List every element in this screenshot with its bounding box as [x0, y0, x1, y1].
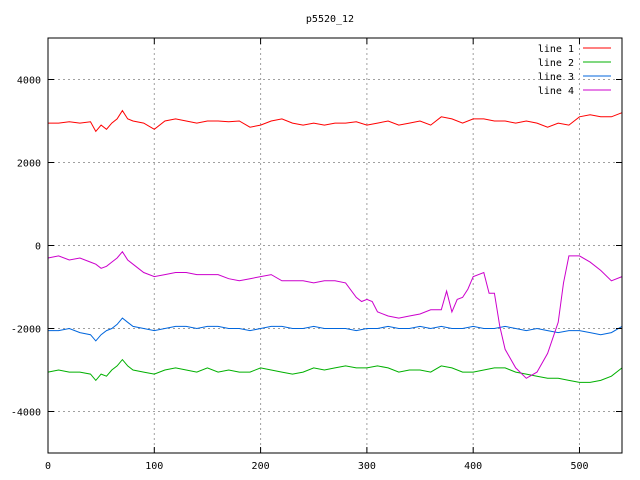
legend: line 1 line 2 line 3 line 4	[538, 44, 611, 97]
chart-title: p5520_12	[306, 14, 354, 25]
series-line-3	[48, 317, 623, 342]
legend-label-2: line 2	[538, 58, 574, 69]
x-tick-label: 400	[464, 461, 482, 472]
legend-label-1: line 1	[538, 44, 574, 55]
series-line-4	[47, 250, 623, 379]
legend-label-3: line 3	[538, 72, 574, 83]
y-tick-label: -4000	[11, 408, 41, 419]
y-tick-label: 4000	[17, 76, 41, 87]
x-tick-label: 100	[145, 461, 163, 472]
x-tick-label: 0	[45, 461, 51, 472]
series-line-1	[48, 109, 623, 133]
x-tick-label: 300	[358, 461, 376, 472]
x-tick-label: 200	[252, 461, 270, 472]
grid	[48, 38, 622, 453]
plot-area	[47, 109, 623, 383]
x-tick-label: 500	[570, 461, 588, 472]
legend-label-4: line 4	[538, 86, 574, 97]
x-axis: 0 100 200 300 400 500	[45, 38, 589, 472]
y-tick-label: 0	[35, 242, 41, 253]
series-line-2	[47, 358, 623, 383]
y-tick-label: -2000	[11, 325, 41, 336]
y-tick-label: 2000	[17, 159, 41, 170]
y-axis: 4000 2000 0 -2000 -4000	[11, 76, 622, 419]
